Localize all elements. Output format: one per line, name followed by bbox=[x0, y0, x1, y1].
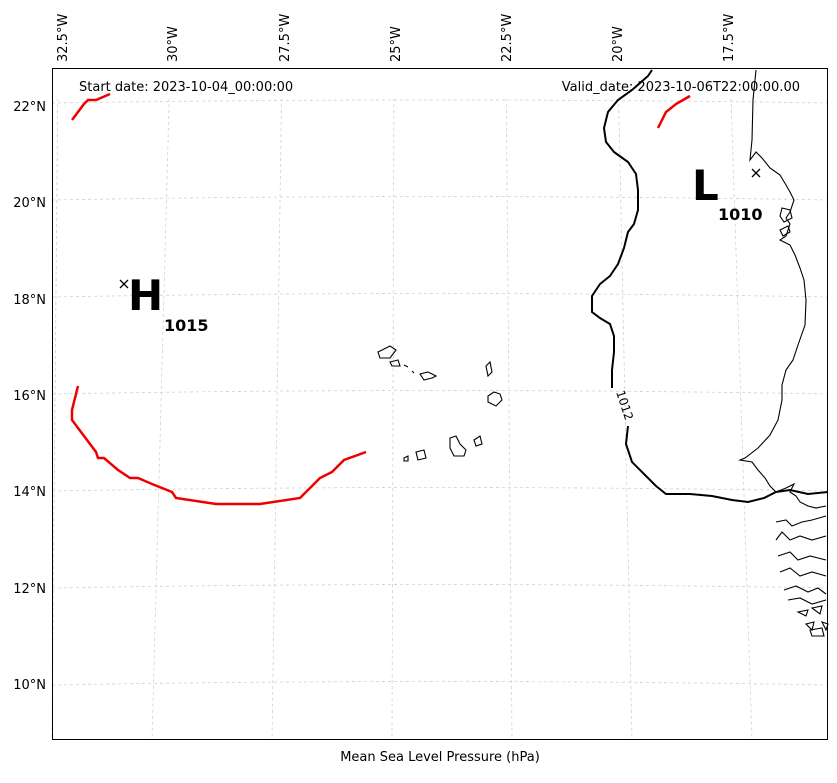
meridian-gridline bbox=[271, 67, 283, 741]
start-date-label: Start date: 2023-10-04_00:00:00 bbox=[79, 80, 293, 95]
island-santo-antao bbox=[377, 345, 397, 359]
low-pressure-letter: L bbox=[692, 161, 719, 210]
lat-tick-label: 18°N bbox=[13, 293, 46, 308]
lat-tick-label: 10°N bbox=[13, 678, 46, 693]
isobar-1012-contour-south bbox=[624, 425, 829, 504]
lat-tick-label: 20°N bbox=[13, 196, 46, 211]
island-sal bbox=[485, 360, 493, 378]
x-axis-label: Mean Sea Level Pressure (hPa) bbox=[340, 750, 540, 765]
lon-tick-label: 17.5°W bbox=[722, 14, 737, 62]
coastline-cape-blanc bbox=[779, 207, 793, 223]
high-pressure-letter: H bbox=[128, 271, 163, 320]
coastline-west-africa bbox=[737, 69, 827, 509]
meridian-gridline bbox=[729, 67, 753, 741]
low-center-marker-icon bbox=[751, 168, 761, 178]
meridian-gridline bbox=[617, 67, 633, 741]
coastline bbox=[377, 69, 829, 637]
lon-tick-label: 20°W bbox=[611, 26, 626, 62]
lon-tick-label: 32.5°W bbox=[56, 14, 71, 62]
meridian-gridline bbox=[151, 67, 171, 741]
island-sao-vicente bbox=[389, 359, 401, 367]
header-band bbox=[53, 69, 827, 99]
high-pressure-value: 1015 bbox=[164, 316, 209, 335]
meridian-gridline bbox=[505, 67, 513, 741]
lat-tick-label: 16°N bbox=[13, 389, 46, 404]
island-boa-vista bbox=[487, 391, 503, 407]
parallel-gridline bbox=[51, 390, 829, 395]
isobar-1012-label: 1012 bbox=[613, 389, 636, 422]
lat-tick-label: 14°N bbox=[13, 485, 46, 500]
lon-tick-label: 27.5°W bbox=[278, 14, 293, 62]
latitude-tick-labels: 22°N 20°N 18°N 16°N 14°N 12°N 10°N bbox=[13, 100, 46, 693]
lon-tick-label: 30°W bbox=[166, 26, 181, 62]
top-margin-mask bbox=[0, 0, 837, 68]
longitude-tick-labels: 32.5°W 30°W 27.5°W 25°W 22.5°W 20°W 17.5… bbox=[56, 14, 737, 62]
low-pressure-center: L 1010 bbox=[692, 161, 763, 224]
island-santa-luzia bbox=[403, 364, 415, 374]
island-santiago bbox=[449, 435, 467, 457]
isobar-red-contour-high bbox=[70, 385, 367, 506]
island-fogo bbox=[415, 449, 427, 461]
lon-tick-label: 25°W bbox=[389, 26, 404, 62]
coastline-islet bbox=[779, 225, 791, 237]
parallel-gridline bbox=[51, 99, 829, 104]
isobar-red-contour-northwest bbox=[71, 92, 111, 121]
lon-tick-label: 22.5°W bbox=[500, 14, 515, 62]
parallel-gridline bbox=[51, 293, 829, 298]
isobar-1012-contour bbox=[591, 69, 653, 388]
valid-date-label: Valid_date: 2023-10-06T22:00:00.00 bbox=[562, 80, 800, 95]
high-pressure-center: H 1015 bbox=[119, 271, 209, 335]
meridian-gridline bbox=[391, 67, 395, 741]
low-pressure-value: 1010 bbox=[718, 205, 763, 224]
parallel-gridline bbox=[51, 584, 829, 589]
lat-tick-label: 22°N bbox=[13, 100, 46, 115]
island-sao-nicolau bbox=[419, 371, 438, 381]
coastline-guinea-bissau bbox=[775, 515, 827, 605]
parallel-gridline bbox=[51, 681, 829, 686]
lat-tick-label: 12°N bbox=[13, 582, 46, 597]
isobar-red-contour-northeast bbox=[656, 94, 691, 129]
coastline-bijagos-islands bbox=[796, 605, 829, 637]
high-center-marker-icon bbox=[119, 279, 129, 289]
island-maio bbox=[473, 435, 483, 447]
island-brava bbox=[403, 455, 409, 462]
parallel-gridline bbox=[51, 196, 829, 201]
map-frame bbox=[52, 68, 828, 740]
